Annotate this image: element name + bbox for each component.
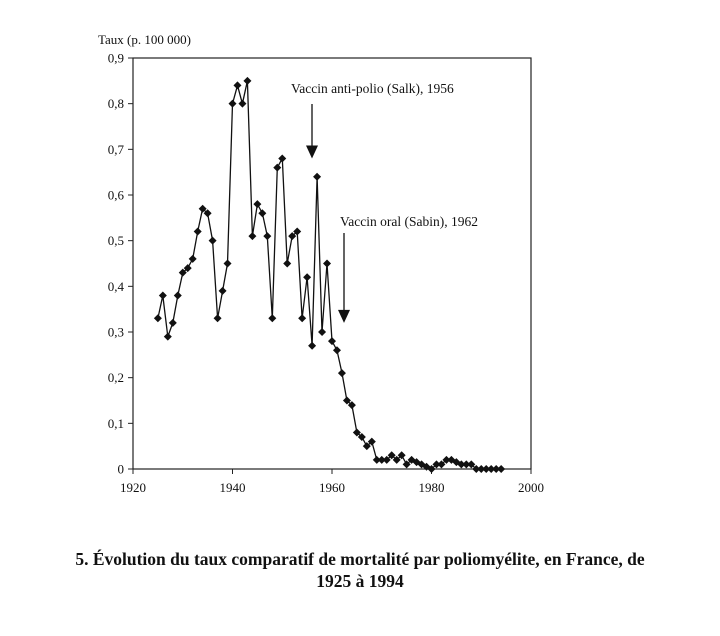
y-tick-label: 0 [118, 462, 125, 477]
data-point [178, 268, 187, 277]
data-point [392, 455, 401, 464]
data-point [208, 236, 217, 245]
y-tick-label: 0,9 [108, 51, 124, 66]
data-point [328, 337, 336, 346]
data-point [432, 460, 441, 469]
y-tick-label: 0,1 [108, 416, 124, 431]
data-point [482, 465, 491, 473]
data-point [457, 460, 466, 469]
y-tick-label: 0,8 [108, 96, 124, 111]
caption-line-2: 1925 à 1994 [316, 571, 404, 591]
plot-frame [132, 57, 532, 470]
data-point [298, 314, 307, 323]
data-point [283, 259, 292, 268]
data-point [303, 273, 312, 282]
data-point [293, 227, 302, 236]
data-point [337, 369, 346, 378]
data-point [477, 465, 486, 473]
data-point [273, 163, 282, 172]
data-point [367, 437, 376, 446]
data-point [213, 314, 222, 323]
data-point [153, 314, 162, 323]
chart: 0 0,1 0,2 0,3 0,4 0,5 0,6 0,7 0,8 0,9 1920 1940 1960… [98, 32, 544, 496]
data-point [163, 332, 172, 341]
data-point [193, 227, 202, 236]
data-point [233, 81, 242, 90]
y-tick-label: 0,2 [108, 370, 124, 385]
data-point [308, 341, 317, 350]
x-tick-label: 2000 [518, 480, 544, 495]
data-point [437, 460, 446, 469]
data-point [158, 291, 167, 300]
data-point [497, 465, 506, 473]
series-layer [153, 76, 506, 473]
data-point [248, 232, 257, 241]
data-point [183, 264, 192, 273]
data-point [323, 259, 332, 268]
data-point [347, 401, 356, 410]
y-tick-label: 0,5 [108, 233, 124, 248]
data-point [318, 328, 327, 336]
data-point [268, 314, 277, 323]
y-tick-label: 0,3 [108, 325, 124, 340]
annotation-arrow-head [338, 309, 350, 323]
data-point [313, 172, 322, 181]
caption-line-1: 5. Évolution du taux comparatif de morta… [75, 549, 645, 569]
data-point [342, 396, 351, 405]
data-point [377, 455, 386, 464]
data-point [472, 465, 481, 473]
figure-caption: 5. Évolution du taux comparatif de morta… [0, 548, 720, 592]
data-point [238, 99, 247, 108]
data-point [427, 465, 436, 473]
x-tick-label: 1960 [319, 480, 345, 495]
data-point [188, 254, 197, 263]
data-point [387, 451, 396, 460]
data-point [203, 209, 212, 218]
data-point [198, 204, 207, 213]
data-point [352, 428, 361, 437]
data-point [467, 460, 476, 469]
data-point [362, 442, 371, 451]
data-point [218, 286, 227, 295]
y-axis-label: Taux (p. 100 000) [98, 32, 191, 47]
axes: 0 0,1 0,2 0,3 0,4 0,5 0,6 0,7 0,8 0,9 1920 1940 1960… [108, 51, 544, 496]
data-point [332, 346, 341, 355]
data-point [487, 465, 496, 473]
annotation-label: Vaccin oral (Sabin), 1962 [340, 214, 478, 229]
data-point [228, 99, 237, 108]
annotation-layer: Vaccin anti-polio (Salk), 1956 Vaccin ora… [291, 81, 478, 323]
data-point [372, 455, 381, 464]
y-tick-label: 0,6 [108, 188, 125, 203]
x-tick-label: 1940 [220, 480, 246, 495]
x-tick-label: 1980 [419, 480, 445, 495]
data-point [402, 460, 411, 469]
data-point [243, 76, 252, 85]
data-point [168, 318, 177, 327]
y-tick-label: 0,7 [108, 142, 125, 157]
data-point [263, 232, 272, 241]
data-point [253, 200, 262, 209]
annotation-label: Vaccin anti-polio (Salk), 1956 [291, 81, 454, 96]
annotation-arrow-head [306, 145, 318, 159]
data-point [382, 455, 391, 464]
data-point [288, 232, 297, 241]
data-point [492, 465, 501, 473]
data-point [442, 455, 451, 464]
data-point [397, 451, 406, 460]
data-point [173, 291, 182, 300]
y-tick-label: 0,4 [108, 279, 125, 294]
chart-svg: 0 0,1 0,2 0,3 0,4 0,5 0,6 0,7 0,8 0,9 1920 1940 1960… [98, 32, 544, 496]
x-tick-label: 1920 [120, 480, 146, 495]
data-point [462, 460, 471, 469]
data-point [357, 433, 366, 442]
data-point [278, 154, 287, 163]
data-point [223, 259, 232, 268]
series-line [157, 80, 502, 470]
data-point [258, 209, 267, 218]
